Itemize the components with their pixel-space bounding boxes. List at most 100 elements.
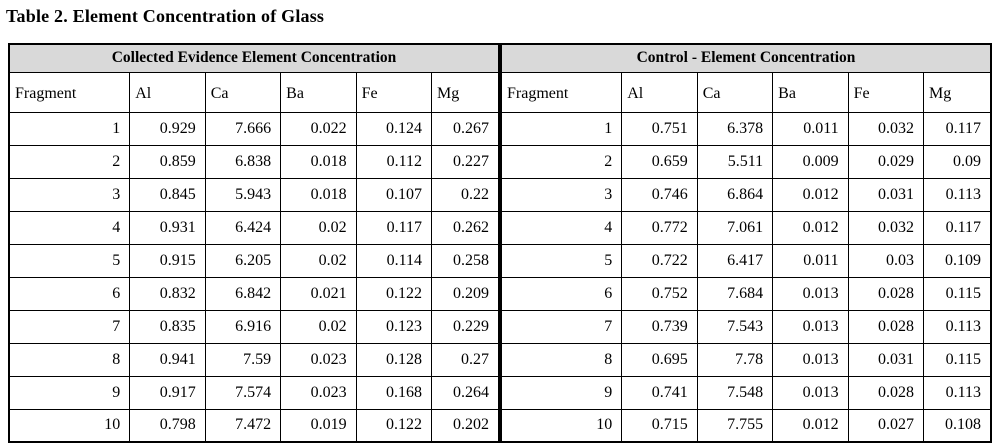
fragment-cell: 10 bbox=[500, 408, 623, 443]
value-cell: 0.715 bbox=[621, 408, 698, 443]
value-cell: 0.028 bbox=[847, 375, 925, 410]
value-cell: 7.755 bbox=[696, 408, 774, 443]
value-cell: 6.417 bbox=[696, 243, 774, 278]
column-header-ba: Ba bbox=[772, 71, 849, 113]
glass-concentration-tables: Collected Evidence Element Concentration… bbox=[8, 43, 994, 443]
column-header-ca: Ca bbox=[204, 71, 282, 113]
table-row: 9 0.917 7.574 0.023 0.168 0.264 bbox=[8, 375, 500, 410]
column-header-fragment: Fragment bbox=[500, 71, 623, 113]
column-header-ca: Ca bbox=[696, 71, 774, 113]
table-row: 9 0.741 7.548 0.013 0.028 0.113 bbox=[500, 375, 992, 410]
evidence-table: Collected Evidence Element Concentration… bbox=[8, 43, 500, 443]
column-header-mg: Mg bbox=[923, 71, 992, 113]
value-cell: 0.011 bbox=[772, 243, 849, 278]
value-cell: 0.931 bbox=[129, 210, 206, 245]
value-cell: 0.113 bbox=[923, 375, 992, 410]
value-cell: 0.746 bbox=[621, 177, 698, 212]
value-cell: 6.378 bbox=[696, 111, 774, 146]
value-cell: 0.023 bbox=[280, 342, 357, 377]
table-row: 3 0.845 5.943 0.018 0.107 0.22 bbox=[8, 177, 500, 212]
value-cell: 0.772 bbox=[621, 210, 698, 245]
value-cell: 0.168 bbox=[355, 375, 433, 410]
value-cell: 0.117 bbox=[923, 111, 992, 146]
table-row: 5 0.915 6.205 0.02 0.114 0.258 bbox=[8, 243, 500, 278]
table-row: 7 0.739 7.543 0.013 0.028 0.113 bbox=[500, 309, 992, 344]
value-cell: 0.012 bbox=[772, 408, 849, 443]
value-cell: 7.061 bbox=[696, 210, 774, 245]
value-cell: 6.916 bbox=[204, 309, 282, 344]
table-row: 1 0.751 6.378 0.011 0.032 0.117 bbox=[500, 111, 992, 146]
fragment-cell: 7 bbox=[500, 309, 623, 344]
value-cell: 0.022 bbox=[280, 111, 357, 146]
fragment-cell: 7 bbox=[8, 309, 131, 344]
value-cell: 0.115 bbox=[923, 276, 992, 311]
column-header-ba: Ba bbox=[280, 71, 357, 113]
value-cell: 0.941 bbox=[129, 342, 206, 377]
value-cell: 0.695 bbox=[621, 342, 698, 377]
value-cell: 6.205 bbox=[204, 243, 282, 278]
value-cell: 0.113 bbox=[923, 309, 992, 344]
value-cell: 0.115 bbox=[923, 342, 992, 377]
value-cell: 0.012 bbox=[772, 210, 849, 245]
fragment-cell: 8 bbox=[500, 342, 623, 377]
value-cell: 0.859 bbox=[129, 144, 206, 179]
value-cell: 0.27 bbox=[431, 342, 500, 377]
evidence-section-header: Collected Evidence Element Concentration bbox=[8, 43, 500, 73]
column-header-fe: Fe bbox=[847, 71, 925, 113]
value-cell: 7.59 bbox=[204, 342, 282, 377]
value-cell: 0.264 bbox=[431, 375, 500, 410]
value-cell: 0.013 bbox=[772, 375, 849, 410]
fragment-cell: 6 bbox=[500, 276, 623, 311]
value-cell: 0.113 bbox=[923, 177, 992, 212]
value-cell: 0.122 bbox=[355, 408, 433, 443]
table-row: 10 0.715 7.755 0.012 0.027 0.108 bbox=[500, 408, 992, 443]
value-cell: 0.02 bbox=[280, 309, 357, 344]
value-cell: 0.023 bbox=[280, 375, 357, 410]
column-header-fragment: Fragment bbox=[8, 71, 131, 113]
value-cell: 0.209 bbox=[431, 276, 500, 311]
value-cell: 0.845 bbox=[129, 177, 206, 212]
value-cell: 0.915 bbox=[129, 243, 206, 278]
value-cell: 0.03 bbox=[847, 243, 925, 278]
value-cell: 0.117 bbox=[355, 210, 433, 245]
value-cell: 6.424 bbox=[204, 210, 282, 245]
fragment-cell: 1 bbox=[8, 111, 131, 146]
value-cell: 0.031 bbox=[847, 177, 925, 212]
value-cell: 0.739 bbox=[621, 309, 698, 344]
fragment-cell: 4 bbox=[8, 210, 131, 245]
fragment-cell: 2 bbox=[8, 144, 131, 179]
value-cell: 0.107 bbox=[355, 177, 433, 212]
column-header-al: Al bbox=[129, 71, 206, 113]
value-cell: 0.258 bbox=[431, 243, 500, 278]
value-cell: 0.009 bbox=[772, 144, 849, 179]
table-row: 2 0.659 5.511 0.009 0.029 0.09 bbox=[500, 144, 992, 179]
value-cell: 0.02 bbox=[280, 210, 357, 245]
value-cell: 7.548 bbox=[696, 375, 774, 410]
fragment-cell: 5 bbox=[8, 243, 131, 278]
value-cell: 0.012 bbox=[772, 177, 849, 212]
table-row: 8 0.941 7.59 0.023 0.128 0.27 bbox=[8, 342, 500, 377]
value-cell: 0.229 bbox=[431, 309, 500, 344]
value-cell: 0.021 bbox=[280, 276, 357, 311]
fragment-cell: 9 bbox=[500, 375, 623, 410]
value-cell: 0.659 bbox=[621, 144, 698, 179]
fragment-cell: 4 bbox=[500, 210, 623, 245]
value-cell: 0.108 bbox=[923, 408, 992, 443]
value-cell: 0.032 bbox=[847, 111, 925, 146]
value-cell: 0.02 bbox=[280, 243, 357, 278]
table-row: 4 0.931 6.424 0.02 0.117 0.262 bbox=[8, 210, 500, 245]
value-cell: 0.013 bbox=[772, 309, 849, 344]
fragment-cell: 6 bbox=[8, 276, 131, 311]
value-cell: 0.124 bbox=[355, 111, 433, 146]
value-cell: 7.684 bbox=[696, 276, 774, 311]
value-cell: 0.227 bbox=[431, 144, 500, 179]
value-cell: 0.22 bbox=[431, 177, 500, 212]
value-cell: 0.267 bbox=[431, 111, 500, 146]
value-cell: 0.031 bbox=[847, 342, 925, 377]
column-header-al: Al bbox=[621, 71, 698, 113]
value-cell: 7.666 bbox=[204, 111, 282, 146]
table-row: 5 0.722 6.417 0.011 0.03 0.109 bbox=[500, 243, 992, 278]
fragment-cell: 1 bbox=[500, 111, 623, 146]
value-cell: 0.019 bbox=[280, 408, 357, 443]
